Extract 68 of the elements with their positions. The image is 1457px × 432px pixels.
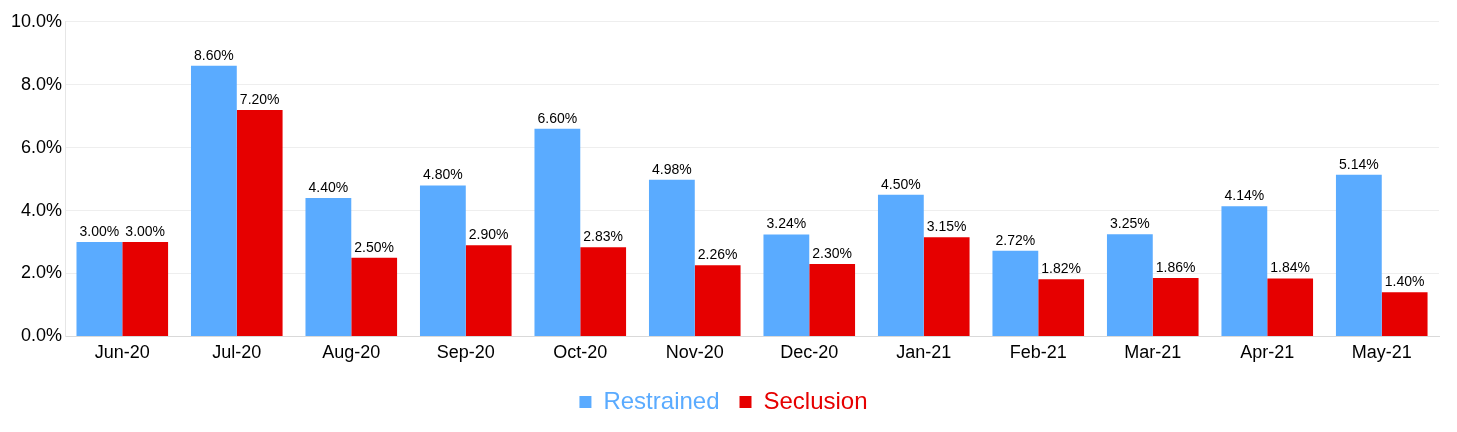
data-label: 3.15% [926, 218, 967, 235]
bar [465, 245, 512, 336]
bar [1038, 279, 1085, 336]
bar [122, 242, 169, 336]
data-label: 2.26% [697, 246, 738, 263]
data-label: 2.83% [583, 228, 624, 245]
x-tick-label: Apr-21 [1240, 342, 1295, 363]
data-label: 1.84% [1270, 259, 1311, 276]
data-label: 3.00% [79, 222, 120, 239]
x-tick-label: Feb-21 [1009, 342, 1067, 363]
bar [648, 179, 695, 336]
data-label: 1.40% [1384, 273, 1425, 290]
bar [763, 234, 810, 336]
x-tick-label: Dec-20 [780, 342, 839, 363]
bar [419, 185, 466, 336]
data-label: 4.14% [1224, 187, 1265, 204]
x-tick-label: Jan-21 [896, 342, 952, 363]
bar [1267, 278, 1314, 336]
data-label: 3.24% [766, 215, 807, 232]
bar [76, 242, 123, 336]
y-tick-label: 8.0% [21, 73, 63, 94]
bar [580, 247, 627, 336]
x-tick-label: Mar-21 [1124, 342, 1182, 363]
y-tick-label: 6.0% [21, 136, 63, 157]
bar [1221, 206, 1268, 336]
y-tick-label: 0.0% [21, 325, 63, 346]
data-label: 2.30% [812, 244, 853, 261]
data-label: 2.90% [468, 226, 509, 243]
y-tick-label: 4.0% [21, 199, 63, 220]
x-tick-label: Aug-20 [322, 342, 381, 363]
x-tick-label: Sep-20 [436, 342, 495, 363]
legend-label: Seclusion [763, 386, 868, 414]
x-tick-label: Oct-20 [553, 342, 608, 363]
bar [305, 197, 352, 336]
data-label: 4.80% [423, 166, 463, 183]
data-label: 8.60% [194, 46, 234, 63]
bar [1335, 174, 1382, 336]
data-label: 7.20% [239, 90, 280, 107]
data-label: 4.50% [881, 175, 921, 192]
bar [1381, 292, 1428, 336]
x-tick-label: Nov-20 [665, 342, 724, 363]
bar [923, 237, 970, 336]
data-label: 4.98% [652, 160, 692, 177]
data-label: 3.00% [125, 222, 166, 239]
data-label: 1.82% [1041, 260, 1082, 276]
legend-label: Restrained [603, 386, 720, 414]
data-label: 2.72% [995, 231, 1036, 248]
data-label: 4.40% [308, 178, 349, 195]
bar [694, 265, 741, 336]
bar [877, 194, 924, 336]
y-tick-label: 2.0% [21, 262, 63, 283]
x-tick-label: Jun-20 [94, 342, 150, 363]
bar [992, 250, 1039, 336]
bar [534, 128, 581, 336]
bar [1106, 234, 1153, 336]
bar [809, 264, 856, 336]
x-tick-label: Jul-20 [212, 342, 262, 363]
data-label: 1.86% [1155, 258, 1196, 275]
x-tick-label: May-21 [1351, 342, 1412, 363]
data-label: 3.25% [1110, 215, 1150, 232]
data-label: 6.60% [537, 109, 578, 126]
bar [1152, 277, 1199, 336]
data-label: 2.50% [354, 238, 395, 255]
bar [351, 257, 398, 336]
bar [190, 65, 237, 336]
bar [236, 109, 283, 336]
y-tick-label: 10.0% [10, 10, 63, 31]
data-label: 5.14% [1339, 155, 1379, 172]
